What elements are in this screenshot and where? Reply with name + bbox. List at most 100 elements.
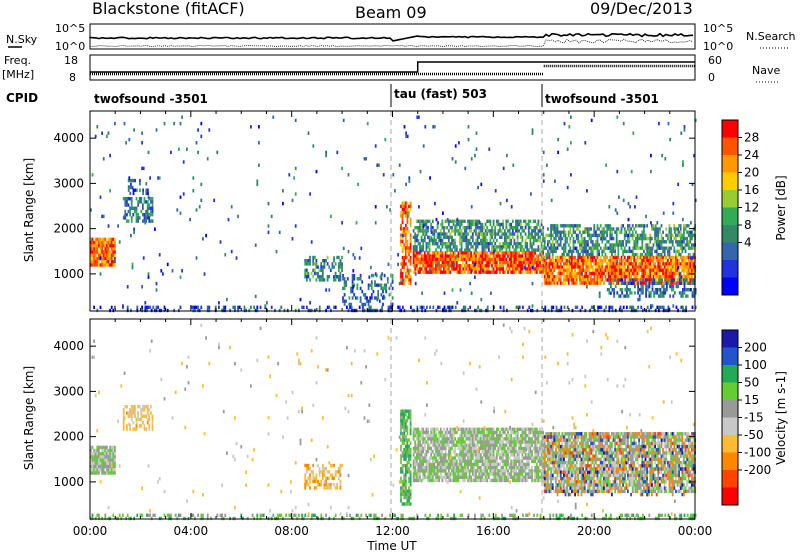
heatmap-cell — [558, 278, 560, 282]
heatmap-cell — [206, 513, 209, 517]
heatmap-cell — [574, 262, 576, 266]
heatmap-cell — [658, 294, 660, 298]
heatmap-cell — [545, 262, 548, 266]
heatmap-cell — [404, 486, 407, 490]
heatmap-cell — [656, 221, 659, 225]
heatmap-cell — [676, 240, 679, 244]
heatmap-cell — [423, 456, 426, 460]
heatmap-cell — [427, 478, 429, 483]
heatmap-cell — [101, 247, 103, 251]
heatmap-cell — [646, 271, 648, 276]
heatmap-cell — [459, 226, 461, 230]
heatmap-cell — [531, 257, 533, 262]
heatmap-cell — [408, 268, 410, 273]
heatmap-cell — [670, 268, 672, 272]
heatmap-cell — [438, 446, 441, 451]
heatmap-cell — [420, 267, 423, 271]
heatmap-cell — [443, 264, 445, 268]
heatmap-cell — [129, 206, 131, 210]
heatmap-cell — [372, 289, 375, 294]
heatmap-cell — [301, 305, 303, 309]
heatmap-cell — [675, 255, 677, 260]
heatmap-cell — [571, 268, 573, 272]
heatmap-cell — [489, 238, 492, 243]
heatmap-cell — [566, 265, 568, 269]
heatmap-cell — [404, 489, 407, 493]
heatmap-cell — [611, 259, 613, 263]
heatmap-cell — [200, 121, 203, 126]
heatmap-cell — [650, 153, 652, 158]
heatmap-cell — [563, 305, 566, 309]
heatmap-cell — [534, 219, 537, 223]
heatmap-cell — [494, 245, 497, 249]
heatmap-cell — [110, 448, 113, 453]
heatmap-cell — [151, 219, 154, 223]
heatmap-cell — [114, 458, 116, 462]
heatmap-cell — [415, 238, 418, 243]
heatmap-cell — [443, 459, 445, 463]
heatmap-cell — [482, 269, 484, 273]
heatmap-cell — [197, 305, 199, 309]
heatmap-cell — [630, 278, 632, 282]
heatmap-cell — [611, 271, 613, 276]
heatmap-cell — [654, 240, 656, 244]
heatmap-cell — [439, 462, 442, 467]
heatmap-cell — [526, 254, 529, 258]
heatmap-cell — [647, 278, 650, 282]
heatmap-cell — [604, 246, 607, 250]
heatmap-cell — [409, 259, 412, 263]
heatmap-cell — [457, 267, 460, 271]
heatmap-cell — [676, 281, 679, 285]
heatmap-cell — [403, 268, 406, 273]
heatmap-cell — [107, 455, 110, 459]
heatmap-cell — [545, 259, 548, 263]
heatmap-cell — [378, 163, 380, 167]
heatmap-cell — [566, 278, 568, 282]
heatmap-cell — [548, 271, 551, 276]
heatmap-cell — [433, 443, 436, 447]
heatmap-cell — [392, 173, 395, 177]
heatmap-cell — [662, 262, 664, 266]
heatmap-cell — [516, 267, 519, 271]
heatmap-cell — [582, 281, 584, 285]
heatmap-cell — [436, 450, 439, 454]
heatmap-cell — [195, 305, 198, 309]
heatmap-cell — [403, 243, 406, 247]
heatmap-cell — [98, 445, 100, 450]
heatmap-cell — [401, 486, 404, 490]
heatmap-cell — [683, 291, 686, 295]
heatmap-cell — [609, 246, 612, 250]
heatmap-cell — [691, 246, 693, 250]
heatmap-cell — [607, 259, 610, 263]
heatmap-cell — [583, 243, 586, 247]
heatmap-cell — [339, 271, 342, 276]
heatmap-cell — [104, 458, 107, 462]
heatmap-cell — [680, 294, 683, 298]
heatmap-cell — [470, 229, 473, 233]
heatmap-cell — [679, 243, 682, 247]
heatmap-cell — [135, 417, 138, 422]
heatmap-cell — [310, 271, 313, 276]
heatmap-cell — [652, 268, 655, 272]
heatmap-cell — [312, 473, 315, 477]
heatmap-cell — [640, 305, 643, 309]
heatmap-cell — [342, 246, 345, 251]
heatmap-cell — [350, 286, 352, 291]
heatmap-cell — [480, 182, 483, 187]
heatmap-cell — [102, 157, 105, 161]
heatmap-cell — [439, 456, 442, 460]
heatmap-cell — [106, 461, 108, 466]
heatmap-cell — [91, 458, 94, 462]
heatmap-cell — [433, 459, 436, 463]
heatmap-cell — [441, 462, 444, 467]
heatmap-cell — [282, 201, 284, 206]
heatmap-cell — [548, 268, 551, 272]
heatmap-cell — [237, 305, 239, 309]
heatmap-cell — [326, 470, 329, 474]
heatmap-cell — [446, 217, 449, 222]
heatmap-cell — [598, 281, 600, 285]
heatmap-cell — [400, 470, 402, 474]
heatmap-cell — [460, 254, 463, 258]
heatmap-cell — [630, 305, 633, 309]
heatmap-cell — [428, 251, 431, 255]
